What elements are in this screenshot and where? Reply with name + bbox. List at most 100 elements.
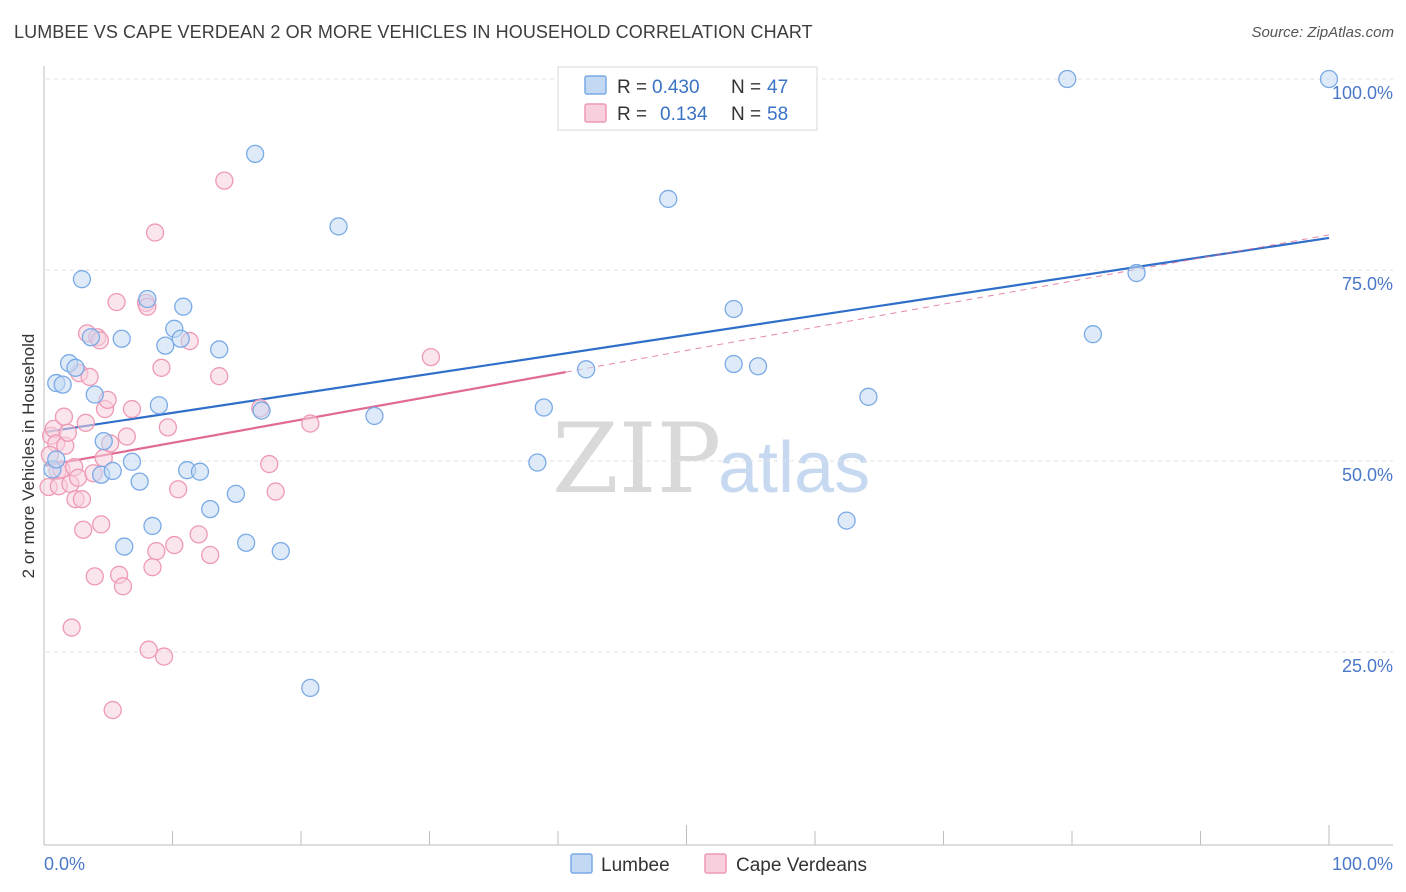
point-lumbee-37 (576, 360, 596, 379)
y-tick-label-1: 50.0% (1342, 465, 1393, 485)
point-cape-verdeans-35 (122, 399, 142, 419)
point-cape-verdeans-50 (210, 367, 229, 386)
point-cape-verdeans-55 (301, 414, 320, 433)
point-cape-verdeans-45 (165, 535, 184, 555)
point-lumbee-17 (143, 516, 162, 536)
point-lumbee-39 (724, 299, 743, 319)
point-cape-verdeans-18 (76, 413, 95, 432)
point-lumbee-45 (1083, 325, 1103, 344)
gridlines (46, 78, 1393, 653)
point-lumbee-8 (85, 385, 104, 404)
point-lumbee-29 (245, 144, 265, 164)
legend-swatch-lumbee (584, 75, 607, 95)
point-lumbee-21 (171, 329, 190, 348)
point-cape-verdeans-25 (92, 515, 111, 534)
y-axis-label: 2 or more Vehicles in Household (19, 334, 38, 579)
x-tick-label-max: 100.0% (1332, 854, 1393, 874)
point-lumbee-34 (365, 406, 384, 426)
point-lumbee-38 (659, 189, 678, 209)
point-cape-verdeans-39 (143, 558, 162, 577)
point-lumbee-1 (47, 450, 66, 469)
point-lumbee-7 (81, 328, 101, 347)
point-cape-verdeans-46 (168, 480, 188, 499)
trend-line-cape-verdeans-extension (565, 234, 1330, 373)
point-lumbee-3 (53, 375, 72, 394)
point-lumbee-6 (72, 270, 92, 289)
point-cape-verdeans-38 (139, 640, 158, 659)
point-lumbee-41 (748, 357, 768, 376)
data-points (39, 69, 1339, 720)
point-lumbee-36 (534, 398, 553, 417)
point-lumbee-26 (210, 340, 229, 359)
point-lumbee-12 (112, 329, 131, 348)
point-lumbee-30 (252, 401, 271, 420)
y-tick-label-0: 25.0% (1342, 656, 1393, 676)
point-cape-verdeans-53 (260, 454, 279, 474)
point-cape-verdeans-14 (68, 468, 88, 487)
point-cape-verdeans-33 (113, 577, 133, 596)
point-lumbee-43 (859, 387, 878, 406)
point-cape-verdeans-17 (74, 520, 93, 539)
point-lumbee-5 (66, 358, 85, 377)
point-lumbee-22 (174, 297, 193, 316)
point-cape-verdeans-31 (107, 292, 126, 312)
point-lumbee-16 (138, 289, 157, 309)
point-lumbee-19 (156, 336, 175, 355)
point-lumbee-27 (226, 484, 246, 504)
point-lumbee-13 (115, 537, 134, 556)
point-cape-verdeans-51 (215, 171, 234, 190)
point-lumbee-28 (236, 533, 256, 552)
point-cape-verdeans-7 (54, 407, 74, 426)
point-lumbee-24 (190, 462, 210, 481)
point-cape-verdeans-22 (85, 567, 104, 586)
point-lumbee-35 (528, 453, 547, 472)
series-legend: Lumbee Cape Verdeans (570, 853, 867, 876)
bottom-legend-swatch-cape-verdeans (704, 853, 727, 874)
legend-r-value-1: 0.430 (652, 77, 700, 98)
point-lumbee-32 (301, 678, 320, 698)
legend-n-label-1: N = (731, 77, 761, 98)
point-cape-verdeans-34 (117, 427, 136, 446)
point-cape-verdeans-56 (421, 347, 441, 367)
point-lumbee-14 (122, 452, 142, 471)
point-lumbee-11 (103, 461, 122, 481)
point-lumbee-31 (271, 542, 290, 561)
point-cape-verdeans-41 (147, 542, 166, 561)
point-lumbee-46 (1127, 263, 1146, 283)
watermark-atlas: atlas (718, 428, 870, 508)
point-cape-verdeans-11 (62, 618, 81, 637)
bottom-legend-label-cape-verdeans: Cape Verdeans (736, 855, 867, 876)
chart-title: LUMBEE VS CAPE VERDEAN 2 OR MORE VEHICLE… (14, 22, 813, 42)
y-tick-label-2: 75.0% (1342, 274, 1393, 294)
point-cape-verdeans-40 (145, 223, 165, 242)
point-cape-verdeans-30 (103, 700, 122, 720)
legend-r-label-2: R = (617, 104, 647, 125)
point-lumbee-33 (329, 217, 348, 236)
legend-n-value-2: 58 (767, 104, 788, 125)
point-lumbee-18 (149, 396, 169, 415)
point-cape-verdeans-42 (152, 358, 171, 377)
point-cape-verdeans-44 (158, 418, 178, 437)
bottom-legend-label-lumbee: Lumbee (601, 855, 670, 876)
legend-n-value-1: 47 (767, 77, 788, 98)
point-cape-verdeans-16 (72, 490, 92, 509)
point-cape-verdeans-9 (58, 423, 77, 442)
point-lumbee-42 (837, 511, 856, 530)
point-cape-verdeans-20 (80, 367, 99, 387)
point-lumbee-47 (1319, 69, 1339, 89)
legend-r-value-2: 0.134 (660, 104, 708, 125)
point-lumbee-15 (130, 472, 149, 491)
point-lumbee-25 (201, 499, 220, 519)
y-tick-labels: 25.0% 50.0% 75.0% 100.0% (1332, 83, 1393, 676)
point-lumbee-40 (724, 354, 743, 374)
x-tick-label-min: 0.0% (44, 854, 85, 874)
legend-swatch-cape-verdeans (584, 103, 607, 123)
point-lumbee-44 (1058, 69, 1077, 89)
point-cape-verdeans-43 (154, 647, 174, 666)
point-lumbee-10 (94, 431, 113, 451)
bottom-legend-swatch-lumbee (570, 853, 593, 874)
legend-r-label-1: R = (617, 77, 647, 98)
y-tick-label-3: 100.0% (1332, 83, 1393, 103)
source-credit: Source: ZipAtlas.com (1251, 24, 1394, 41)
